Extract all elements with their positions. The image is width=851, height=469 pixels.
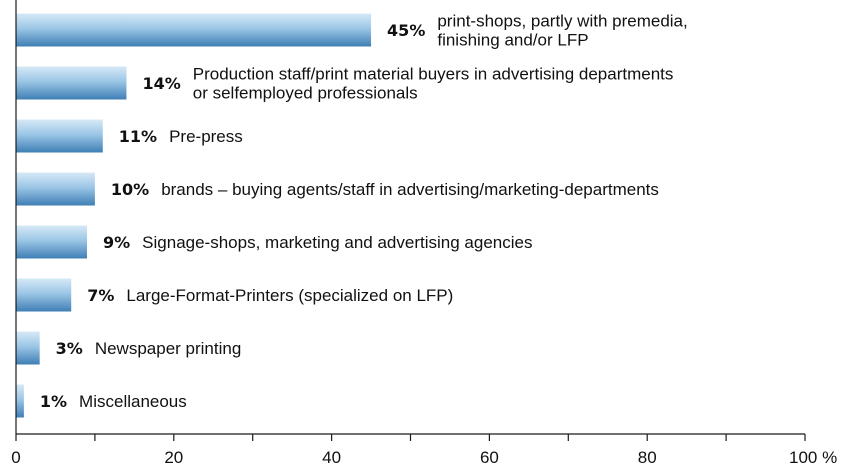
x-tick-label-0: 0 [11, 448, 20, 467]
category-label-line: Signage-shops, marketing and advertising… [142, 233, 532, 252]
bar-7 [16, 331, 40, 365]
x-tick-label-60: 60 [480, 448, 499, 467]
category-label-line: finishing and/or LFP [437, 31, 588, 50]
category-label-line: print-shops, partly with premedia, [437, 12, 687, 31]
value-label-3: 11% [119, 127, 157, 146]
value-label-7: 3% [56, 339, 83, 358]
category-label-4: brands – buying agents/staff in advertis… [161, 180, 659, 199]
category-label-2: Production staff/print material buyers i… [193, 65, 674, 103]
x-tick-label-80: 80 [638, 448, 657, 467]
bar-6 [16, 278, 72, 312]
x-tick-label-40: 40 [322, 448, 341, 467]
category-label-line: Pre-press [169, 127, 243, 146]
x-tick-label-100: 100 % [789, 448, 837, 467]
bars-layer [16, 13, 372, 418]
bar-1 [16, 13, 372, 47]
bar-5 [16, 225, 88, 259]
category-label-line: brands – buying agents/staff in advertis… [161, 180, 659, 199]
labels-layer: 45% print-shops, partly with premedia, fin… [40, 12, 688, 412]
category-label-line: Large-Format-Printers (specialized on LF… [126, 286, 453, 305]
bar-8 [16, 384, 24, 418]
category-label-line: Newspaper printing [95, 339, 241, 358]
category-label-line: or selfemployed professionals [193, 84, 418, 103]
x-axis: 0 20 40 60 80 100 % [11, 0, 837, 467]
category-label-3: Pre-press [169, 127, 243, 146]
category-label-6: Large-Format-Printers (specialized on LF… [126, 286, 453, 305]
category-label-line: Production staff/print material buyers i… [193, 65, 674, 84]
bar-3 [16, 119, 103, 153]
value-label-2: 14% [142, 74, 180, 93]
value-label-4: 10% [111, 180, 149, 199]
value-label-5: 9% [103, 233, 130, 252]
bar-4 [16, 172, 95, 206]
category-label-1: print-shops, partly with premedia, finish… [437, 12, 687, 50]
value-label-8: 1% [40, 392, 67, 411]
category-label-5: Signage-shops, marketing and advertising… [142, 233, 532, 252]
bar-2 [16, 66, 127, 100]
category-label-7: Newspaper printing [95, 339, 241, 358]
x-tick-label-20: 20 [164, 448, 183, 467]
value-label-6: 7% [87, 286, 114, 305]
value-label-1: 45% [387, 21, 425, 40]
category-label-line: Miscellaneous [79, 392, 187, 411]
category-label-8: Miscellaneous [79, 392, 187, 411]
